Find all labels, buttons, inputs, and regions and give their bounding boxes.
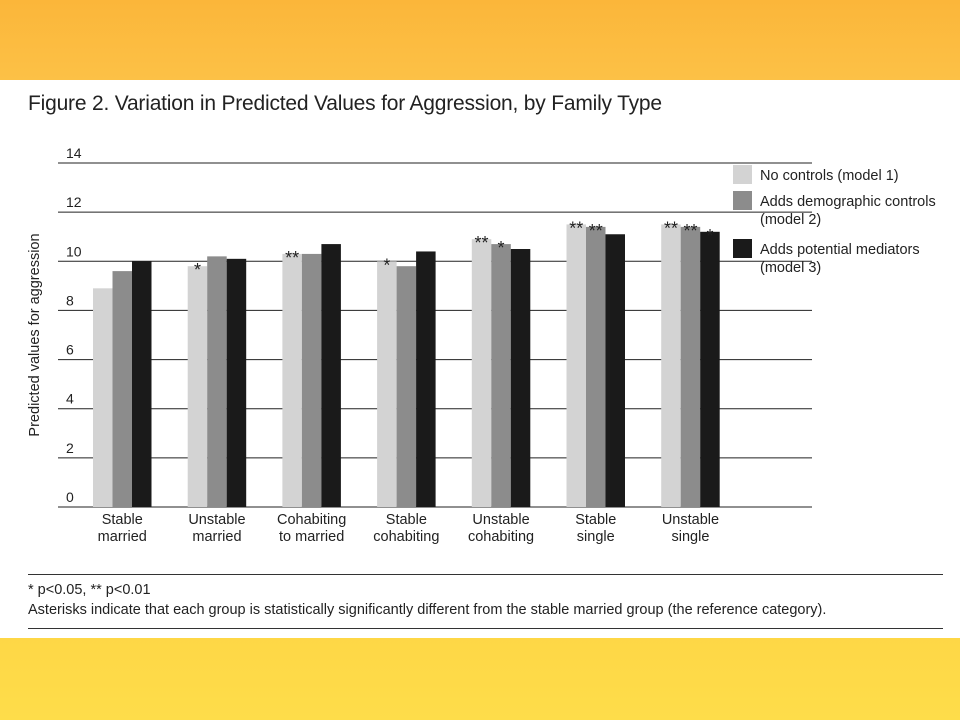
x-category-label-2-line-2: to married: [279, 529, 344, 545]
bar-5-series-1: [566, 224, 586, 507]
bar-0-series-1: [93, 288, 113, 507]
bar-5-series-2: [586, 226, 606, 507]
legend-label-1-line-1: No controls (model 1): [760, 168, 899, 184]
figure-title: Figure 2. Variation in Predicted Values …: [28, 92, 662, 115]
x-category-label-1-line-2: married: [192, 529, 241, 545]
y-tick-label-6: 6: [66, 342, 74, 358]
x-category-label-0-line-2: married: [98, 529, 147, 545]
legend-label-3-line-1: Adds potential mediators: [760, 242, 920, 258]
bar-6-series-3: [700, 231, 720, 508]
y-tick-label-10: 10: [66, 243, 82, 259]
x-category-label-5-line-1: Stable: [575, 512, 616, 528]
legend-swatch-1: [733, 165, 752, 184]
significance-marker-6-2: **: [683, 221, 697, 241]
bar-3-series-2: [396, 266, 417, 507]
footnote-significance: * p<0.05, ** p<0.01: [28, 582, 151, 598]
x-category-label-3-line-2: cohabiting: [373, 529, 439, 545]
x-category-label-5-line-2: single: [577, 529, 615, 545]
bar-1-series-3: [226, 258, 247, 507]
bar-2-series-2: [301, 253, 322, 507]
significance-marker-4-2: *: [498, 238, 505, 258]
x-category-label-1-line-1: Unstable: [188, 512, 245, 528]
legend-swatch-3: [733, 239, 752, 258]
bar-3-series-3: [416, 251, 436, 507]
legend-label-2-line-2: (model 2): [760, 212, 821, 228]
x-category-label-0-line-1: Stable: [102, 512, 143, 528]
bar-4-series-3: [510, 249, 531, 507]
significance-marker-1-1: *: [194, 260, 201, 280]
bar-6-series-2: [680, 226, 701, 507]
significance-marker-6-3: *: [706, 226, 713, 246]
significance-marker-4-1: **: [475, 233, 489, 253]
y-tick-label-8: 8: [66, 292, 74, 308]
bar-3-series-1: [377, 261, 397, 507]
y-tick-label-14: 14: [66, 145, 82, 161]
x-category-label-2-line-1: Cohabiting: [277, 512, 346, 528]
significance-marker-6-1: **: [664, 218, 678, 238]
legend-label-2-line-1: Adds demographic controls: [760, 194, 936, 210]
bar-5-series-3: [605, 234, 625, 507]
bar-2-series-1: [282, 253, 302, 507]
significance-marker-2-1: **: [285, 248, 299, 268]
footnote-explanation: Asterisks indicate that each group is st…: [28, 602, 827, 618]
legend-swatch-2: [733, 191, 752, 210]
bar-4-series-1: [471, 239, 492, 507]
bar-1-series-1: [187, 266, 208, 507]
y-tick-label-4: 4: [66, 391, 74, 407]
y-tick-label-0: 0: [66, 489, 74, 505]
bar-0-series-2: [112, 271, 132, 507]
y-axis-label: Predicted values for aggression: [27, 233, 43, 436]
legend-label-3-line-2: (model 3): [760, 260, 821, 276]
bar-0-series-3: [132, 261, 152, 507]
footnote-top-rule: [28, 574, 943, 575]
significance-marker-5-2: **: [589, 221, 603, 241]
bar-6-series-1: [661, 224, 681, 507]
y-tick-label-2: 2: [66, 440, 74, 456]
bar-2-series-3: [321, 244, 341, 508]
y-tick-label-12: 12: [66, 194, 82, 210]
bar-4-series-2: [491, 244, 511, 508]
top-color-band: [0, 0, 960, 80]
footnote-bottom-rule: [28, 628, 943, 629]
bar-1-series-2: [207, 256, 227, 507]
significance-marker-3-1: *: [383, 255, 390, 275]
x-category-label-6-line-1: Unstable: [662, 512, 719, 528]
x-category-label-4-line-1: Unstable: [472, 512, 529, 528]
x-category-label-4-line-2: cohabiting: [468, 529, 534, 545]
x-category-label-6-line-2: single: [672, 529, 710, 545]
significance-marker-5-1: **: [569, 218, 583, 238]
x-category-label-3-line-1: Stable: [386, 512, 427, 528]
bottom-color-band: [0, 638, 960, 720]
